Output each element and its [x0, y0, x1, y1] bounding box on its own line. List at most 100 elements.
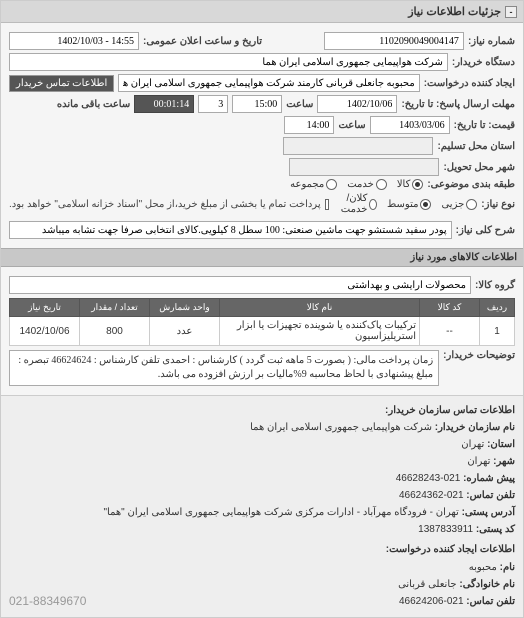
- panel-header: - جزئیات اطلاعات نیاز: [1, 1, 523, 23]
- city-label: شهر محل تحویل:: [443, 162, 515, 173]
- radio-kalan[interactable]: کلان/خدمت: [337, 193, 377, 215]
- contact-info-block: اطلاعات تماس سازمان خریدار: نام سازمان خ…: [1, 395, 523, 617]
- cl-val-0: شرکت هواپیمایی جمهوری اسلامی ایران هما: [250, 422, 432, 433]
- cl-val-3: 021-46628243: [396, 473, 461, 484]
- remaining-days-input: [198, 95, 228, 113]
- cr-label-2: تلفن تماس:: [466, 596, 515, 607]
- goods-content: گروه کالا: ردیف کد کالا نام کالا واحد شم…: [1, 267, 523, 395]
- cl-val-1: تهران: [461, 439, 484, 450]
- treasury-checkbox[interactable]: [325, 199, 330, 210]
- footer-phone: 021-88349670: [9, 592, 86, 611]
- validity-label: قیمت: تا تاریخ:: [454, 120, 515, 131]
- radio-kali[interactable]: کالا: [397, 179, 424, 190]
- radio-majmoe[interactable]: مجموعه: [290, 179, 337, 190]
- contact-line: نام سازمان خریدار: شرکت هواپیمایی جمهوری…: [9, 420, 515, 436]
- requester-input[interactable]: [118, 74, 419, 92]
- contact-line: پیش شماره: 021-46628243: [9, 471, 515, 487]
- need-type-label: نوع نیاز:: [481, 199, 515, 210]
- buyer-org-input[interactable]: [9, 53, 448, 71]
- group-input[interactable]: [9, 276, 471, 294]
- radio-kalan-label: کلان/خدمت: [337, 193, 367, 215]
- request-number-input[interactable]: [324, 32, 464, 50]
- need-type-radios: جزیی متوسط کلان/خدمت: [337, 193, 477, 215]
- cell-row: 1: [480, 317, 515, 346]
- payment-note: پرداخت تمام یا بخشی از مبلغ خرید،از محل …: [9, 199, 321, 210]
- radio-jozi-icon: [466, 199, 477, 210]
- th-qty: تعداد / مقدار: [80, 299, 150, 317]
- th-code: کد کالا: [420, 299, 480, 317]
- desc-label: شرح کلی نیاز:: [456, 225, 515, 236]
- radio-jozi[interactable]: جزیی: [441, 199, 477, 210]
- radio-jozi-label: جزیی: [441, 199, 464, 210]
- time-label-1: ساعت: [286, 99, 313, 110]
- creator-line: تلفن تماس: 021-46624206: [398, 594, 515, 610]
- province-input[interactable]: [283, 137, 433, 155]
- validity-time-input[interactable]: [284, 116, 334, 134]
- th-unit: واحد شمارش: [150, 299, 220, 317]
- cell-qty: 800: [80, 317, 150, 346]
- cr-val-2: 021-46624206: [399, 596, 464, 607]
- accounting-label: طبقه بندی موضوعی:: [427, 179, 515, 190]
- requester-label: ایجاد کننده درخواست:: [424, 78, 515, 89]
- radio-kalan-icon: [369, 199, 377, 210]
- province-label: استان محل تسلیم:: [437, 141, 515, 152]
- remaining-label: ساعت باقی مانده: [57, 99, 130, 110]
- creator-line: نام: محبوبه: [398, 560, 515, 576]
- cl-label-6: کد پستی:: [476, 524, 515, 535]
- cl-val-2: تهران: [467, 456, 490, 467]
- contact-button[interactable]: اطلاعات تماس خریدار: [9, 75, 114, 92]
- cl-val-6: 1387833911: [418, 524, 473, 535]
- table-header-row: ردیف کد کالا نام کالا واحد شمارش تعداد /…: [10, 299, 515, 317]
- contact-section-title: اطلاعات تماس سازمان خریدار:: [9, 403, 515, 419]
- contact-line: شهر: تهران: [9, 454, 515, 470]
- creator-section-title: اطلاعات ایجاد کننده درخواست:: [9, 542, 515, 558]
- cell-unit: عدد: [150, 317, 220, 346]
- th-name: نام کالا: [220, 299, 420, 317]
- details-panel: - جزئیات اطلاعات نیاز شماره نیاز: تاریخ …: [0, 0, 524, 618]
- radio-majmoe-icon: [326, 179, 337, 190]
- goods-section-title: اطلاعات کالاهای مورد نیاز: [1, 248, 523, 267]
- radio-motavaset-icon: [420, 199, 431, 210]
- cr-label-0: نام:: [500, 562, 515, 573]
- group-label: گروه کالا:: [475, 280, 515, 291]
- cl-val-5: تهران - فرودگاه مهرآباد - ادارات مرکزی ش…: [104, 507, 459, 518]
- goods-table: ردیف کد کالا نام کالا واحد شمارش تعداد /…: [9, 298, 515, 346]
- announce-datetime-input[interactable]: [9, 32, 139, 50]
- radio-kali-icon: [412, 179, 423, 190]
- deadline-date-input[interactable]: [317, 95, 397, 113]
- request-number-label: شماره نیاز:: [468, 36, 515, 47]
- collapse-icon[interactable]: -: [505, 6, 517, 18]
- announce-datetime-label: تاریخ و ساعت اعلان عمومی:: [143, 36, 262, 47]
- cl-label-2: شهر:: [493, 456, 515, 467]
- th-row: ردیف: [480, 299, 515, 317]
- cr-val-1: جانعلی قربانی: [398, 579, 457, 590]
- cell-date: 1402/10/06: [10, 317, 80, 346]
- table-row[interactable]: 1 -- ترکیبات پاک‌کننده یا شوینده تجهیزات…: [10, 317, 515, 346]
- cl-label-0: نام سازمان خریدار:: [435, 422, 515, 433]
- radio-khadamat[interactable]: خدمت: [347, 179, 387, 190]
- cr-label-1: نام خانوادگی:: [459, 579, 515, 590]
- deadline-time-input[interactable]: [232, 95, 282, 113]
- cell-code: --: [420, 317, 480, 346]
- validity-date-input[interactable]: [370, 116, 450, 134]
- cl-label-1: استان:: [487, 439, 515, 450]
- cl-val-4: 021-46624362: [399, 490, 464, 501]
- accounting-radios: کالا خدمت مجموعه: [290, 179, 423, 190]
- contact-line: تلفن تماس: 021-46624362: [9, 488, 515, 504]
- city-input[interactable]: [289, 158, 439, 176]
- radio-khadamat-icon: [376, 179, 387, 190]
- radio-kali-label: کالا: [397, 179, 411, 190]
- contact-line: استان: تهران: [9, 437, 515, 453]
- buyer-org-label: دستگاه خریدار:: [452, 57, 515, 68]
- notes-label: توضیحات خریدار:: [443, 350, 515, 361]
- contact-line: آدرس پستی: تهران - فرودگاه مهرآباد - ادا…: [9, 505, 515, 521]
- time-label-2: ساعت: [338, 120, 365, 131]
- cl-label-4: تلفن تماس:: [466, 490, 515, 501]
- deadline-label: مهلت ارسال پاسخ: تا تاریخ:: [401, 99, 515, 110]
- desc-input[interactable]: [9, 221, 452, 239]
- cell-name: ترکیبات پاک‌کننده یا شوینده تجهیزات یا ا…: [220, 317, 420, 346]
- radio-majmoe-label: مجموعه: [290, 179, 324, 190]
- radio-motavaset[interactable]: متوسط: [387, 199, 431, 210]
- notes-text: زمان پرداخت مالی: ( بصورت 5 ماهه ثبت گرد…: [9, 350, 439, 386]
- radio-motavaset-label: متوسط: [387, 199, 418, 210]
